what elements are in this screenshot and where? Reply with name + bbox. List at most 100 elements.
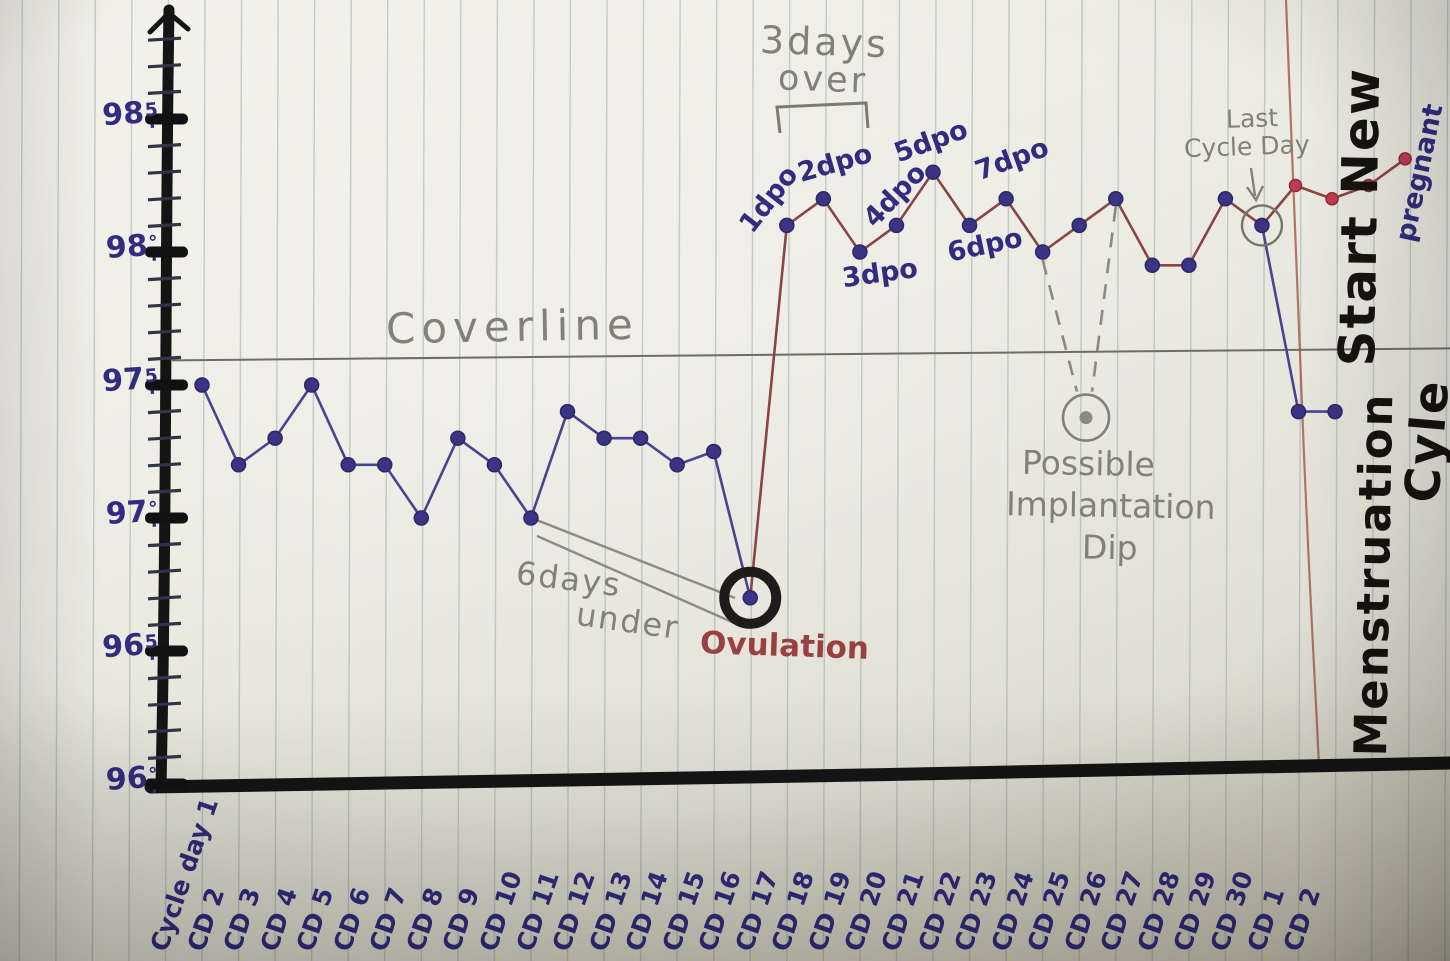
ruled-line: [859, 0, 864, 961]
ruled-line: [55, 0, 60, 961]
data-point: [1034, 244, 1051, 260]
y-tick-label: 97 °.: [104, 494, 159, 533]
ruled-line: [420, 0, 425, 961]
y-axis-major-tick: [145, 778, 188, 790]
y-axis-major-tick: [145, 512, 188, 524]
data-point: [377, 457, 393, 473]
ruled-line: [347, 0, 352, 961]
ruled-line: [1151, 0, 1157, 961]
ovulation-label: Ovulation: [699, 625, 870, 667]
data-point: [632, 430, 649, 446]
x-axis: [144, 756, 1450, 794]
data-point: [888, 217, 905, 234]
y-axis-major-tick: [145, 379, 188, 391]
ruled-line: [1041, 0, 1047, 961]
ruled-line: [713, 0, 718, 961]
y-axis-minor-tick: [147, 462, 182, 468]
y-axis-minor-tick: [147, 222, 182, 228]
temp-line-pre-ovulation-temps-CD1-CD16: [200, 383, 752, 599]
implantation-dip-label-line3: Dip: [1081, 527, 1138, 568]
data-point: [413, 510, 430, 526]
data-point: [1144, 257, 1161, 274]
data-point: [815, 191, 832, 207]
implantation-dip-label-line1: Possible: [1021, 442, 1156, 485]
ruled-line: [676, 0, 681, 961]
y-axis-minor-tick: [147, 196, 182, 202]
data-point: [1361, 178, 1376, 193]
data-point: [523, 510, 539, 526]
ruled-line: [274, 0, 279, 961]
coverline: [171, 347, 1450, 362]
data-point: [1071, 217, 1087, 234]
y-axis-minor-tick: [147, 754, 182, 760]
data-point: [1254, 217, 1270, 234]
y-axis-minor-tick: [147, 89, 182, 95]
data-point: [961, 217, 978, 234]
ruled-line: [530, 0, 535, 961]
y-axis-minor-tick: [147, 435, 182, 441]
implantation-dip-point: [1079, 411, 1093, 425]
y-axis-minor-tick: [147, 542, 182, 548]
ruled-line: [128, 0, 133, 961]
ruled-line: [1115, 0, 1120, 961]
data-point: [925, 164, 941, 180]
y-axis-minor-tick: [147, 63, 182, 69]
ruled-line: [310, 0, 316, 961]
ruled-line: [1005, 0, 1010, 961]
y-axis-minor-tick: [147, 302, 182, 308]
ruled-line: [201, 0, 206, 961]
data-point: [998, 191, 1014, 207]
y-axis-minor-tick: [147, 621, 182, 627]
ruled-line: [1297, 0, 1303, 961]
y-axis-major-tick: [145, 246, 188, 258]
implantation-dip-dashed-guide: [1090, 206, 1118, 392]
data-point: [267, 430, 283, 446]
side-text-menstruation: Menstruation: [1344, 391, 1404, 757]
data-point: [1181, 257, 1197, 274]
three-days-over-bracket: [775, 101, 870, 134]
data-point: [1108, 191, 1124, 207]
y-axis-minor-tick: [147, 409, 182, 415]
data-point: [705, 443, 722, 460]
y-axis-minor-tick: [147, 143, 182, 149]
y-axis-minor-tick: [147, 595, 182, 601]
six-days-under-pointer: [536, 534, 742, 628]
data-point: [1325, 192, 1339, 206]
data-point: [1288, 178, 1303, 193]
y-axis-minor-tick: [147, 355, 182, 361]
data-point: [1290, 403, 1307, 420]
ruled-line: [457, 0, 462, 961]
ruled-line: [91, 0, 97, 961]
data-point: [450, 430, 466, 446]
y-axis-minor-tick: [147, 169, 182, 175]
data-point: [596, 430, 612, 446]
y-axis-minor-tick: [147, 701, 182, 707]
data-point: [852, 244, 868, 260]
ruled-line: [1443, 0, 1449, 961]
y-axis-minor-tick: [147, 728, 182, 734]
y-axis-minor-tick: [147, 36, 182, 42]
last-cycle-day-label-line1: Last: [1225, 103, 1279, 134]
y-axis-major-tick: [145, 113, 188, 125]
paper-margin-line: [1284, 0, 1321, 767]
y-axis-minor-tick: [147, 568, 182, 574]
data-point: [669, 457, 685, 473]
y-tick-label: 98 5.: [101, 95, 159, 134]
y-axis-top-arrow: [147, 9, 191, 35]
data-point: [742, 590, 758, 606]
y-axis-minor-tick: [147, 329, 182, 335]
data-point: [303, 377, 320, 393]
ruled-line: [18, 0, 23, 961]
ruled-line: [566, 0, 572, 961]
y-tick-label: 96 °.: [104, 760, 159, 799]
ruled-line: [749, 0, 754, 961]
implantation-dip-label-line2: Implantation: [1005, 484, 1216, 527]
last-cycle-day-arrowhead: [1246, 185, 1265, 203]
data-point: [559, 403, 576, 420]
y-axis-minor-tick: [147, 488, 182, 494]
ruled-line: [384, 0, 389, 961]
data-point: [340, 457, 356, 473]
data-point: [1217, 191, 1234, 207]
last-cycle-day-arrow: [1249, 167, 1257, 197]
last-cycle-day-label-line2: Cycle Day: [1183, 129, 1311, 164]
